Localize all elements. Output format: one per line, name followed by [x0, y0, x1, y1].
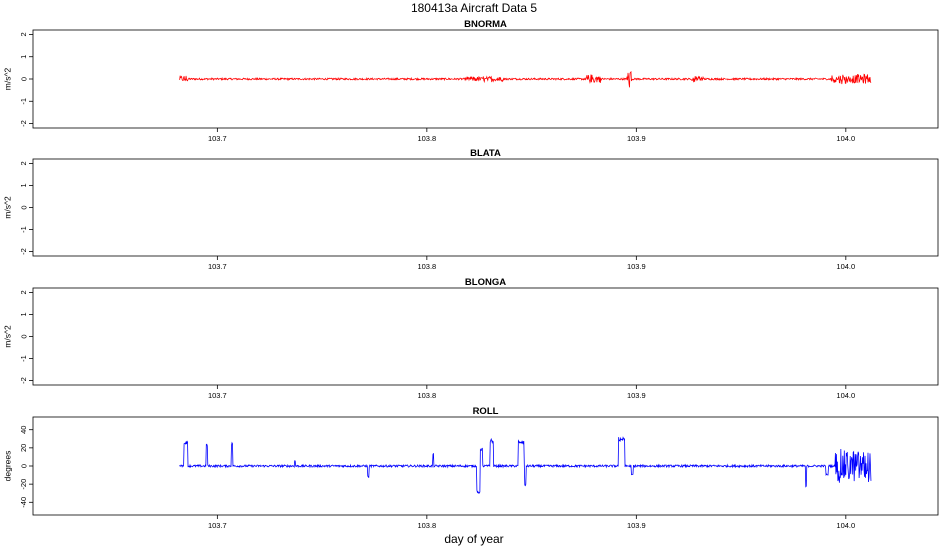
- y-tick-label: 40: [19, 426, 28, 434]
- x-tick-label: 103.8: [417, 391, 436, 400]
- y-axis-label: degrees: [3, 451, 13, 482]
- x-tick-label: 103.7: [208, 262, 227, 271]
- x-tick-label: 103.9: [627, 521, 646, 530]
- panel-title: ROLL: [473, 406, 499, 417]
- plot-frame: [32, 287, 939, 386]
- x-axis-label: day of year: [444, 532, 503, 546]
- y-axis-label: m/s^2: [3, 68, 13, 91]
- x-tick-label: 103.8: [417, 521, 436, 530]
- plot-frame: [32, 158, 939, 257]
- y-tick-label: 2: [19, 32, 28, 36]
- x-tick-label: 104.0: [836, 134, 855, 143]
- x-tick-label: 103.7: [208, 521, 227, 530]
- x-tick-label: 103.7: [208, 391, 227, 400]
- y-tick-label: -40: [19, 497, 28, 508]
- series-line-roll: [179, 436, 872, 494]
- y-tick-label: -1: [19, 98, 28, 105]
- y-tick-label: -1: [19, 226, 28, 233]
- y-tick-label: -2: [19, 248, 28, 255]
- y-tick-label: 0: [19, 334, 28, 338]
- y-tick-label: -2: [19, 377, 28, 384]
- y-tick-label: 0: [19, 205, 28, 209]
- panel-title: BLATA: [470, 148, 501, 159]
- x-tick-label: 104.0: [836, 391, 855, 400]
- x-tick-label: 103.9: [627, 391, 646, 400]
- y-axis-label: m/s^2: [3, 325, 13, 348]
- series-line-bnorma: [179, 70, 872, 88]
- panel-blonga: BLONGA -2 -1 0 1 2 m/s^2 103.7 103.8 103.9 104.0: [3, 277, 939, 400]
- y-tick-label: 2: [19, 161, 28, 165]
- y-tick-label: 0: [19, 77, 28, 81]
- y-tick-label: 2: [19, 290, 28, 294]
- x-tick-label: 103.9: [627, 134, 646, 143]
- x-tick-label: 103.8: [417, 134, 436, 143]
- x-tick-label: 103.9: [627, 262, 646, 271]
- x-tick-label: 104.0: [836, 262, 855, 271]
- y-tick-label: 1: [19, 55, 28, 59]
- panel-title: BLONGA: [465, 277, 506, 288]
- x-tick-label: 103.7: [208, 134, 227, 143]
- y-tick-label: 0: [19, 464, 28, 468]
- main-title: 180413a Aircraft Data 5: [411, 1, 537, 15]
- y-axis-label: m/s^2: [3, 196, 13, 219]
- panel-roll: ROLL -40 -20 0 20 40 degrees 103.7 103.8 103.9 104…: [3, 406, 939, 530]
- y-tick-label: 1: [19, 183, 28, 187]
- panel-title: BNORMA: [464, 19, 507, 30]
- y-tick-label: -20: [19, 479, 28, 490]
- panel-blata: BLATA -2 -1 0 1 2 m/s^2 103.7 103.8 103.9 104.0: [3, 148, 939, 271]
- y-tick-label: -2: [19, 120, 28, 127]
- y-tick-label: 20: [19, 444, 28, 452]
- y-tick-label: 1: [19, 312, 28, 316]
- x-tick-label: 103.8: [417, 262, 436, 271]
- x-tick-label: 104.0: [836, 521, 855, 530]
- panel-bnorma: BNORMA -2 -1 0 1 2 m/s^2 103.7 103.8 103.9 104.0: [3, 19, 939, 143]
- y-tick-label: -1: [19, 355, 28, 362]
